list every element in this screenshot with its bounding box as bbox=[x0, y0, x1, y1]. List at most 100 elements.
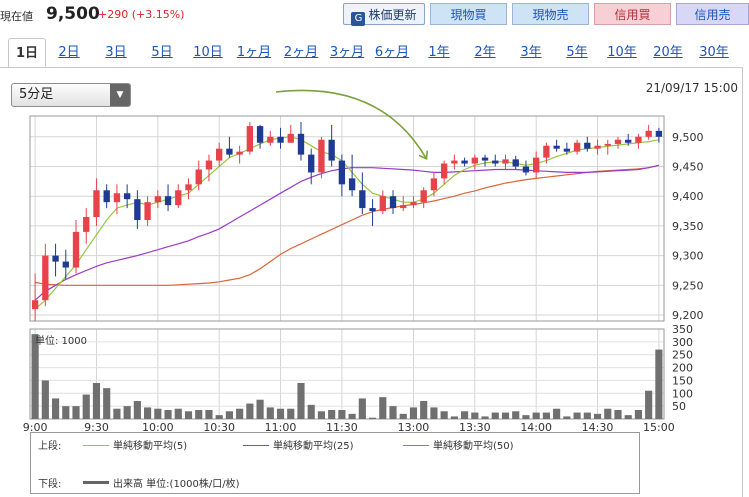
refresh-label: 株価更新 bbox=[368, 8, 417, 22]
margin-sell-button[interactable]: 信用売 bbox=[676, 3, 749, 25]
volume-bar bbox=[297, 383, 305, 419]
volume-bar bbox=[655, 349, 663, 419]
candle-body bbox=[123, 193, 131, 200]
candle-body bbox=[154, 196, 161, 203]
tab-30years[interactable]: 30年 bbox=[699, 45, 729, 60]
volume-bars bbox=[31, 334, 663, 419]
chart-panel bbox=[0, 67, 743, 497]
volume-bar bbox=[348, 413, 356, 419]
volume-bar bbox=[317, 411, 326, 419]
volume-bar bbox=[604, 408, 612, 419]
volume-bar bbox=[195, 410, 203, 419]
time-tick-label: 13:00 bbox=[398, 421, 430, 432]
candle-body bbox=[226, 148, 233, 155]
candle-body bbox=[471, 157, 478, 164]
volume-bar bbox=[624, 415, 632, 419]
time-tick-label: 10:00 bbox=[142, 421, 174, 432]
volume-bar bbox=[236, 408, 244, 419]
candle-body bbox=[604, 143, 611, 146]
candle-body bbox=[553, 145, 560, 149]
candle-body bbox=[655, 130, 663, 137]
refresh-price-button[interactable]: G 株価更新 bbox=[343, 3, 425, 26]
tab-10years[interactable]: 10年 bbox=[607, 45, 637, 60]
volume-bar bbox=[287, 408, 295, 419]
candle-body bbox=[614, 139, 622, 144]
candle-body bbox=[328, 139, 335, 161]
volume-bar bbox=[573, 412, 581, 419]
tab-1year[interactable]: 1年 bbox=[428, 45, 450, 60]
candle-body bbox=[62, 261, 69, 268]
volume-bar bbox=[256, 399, 264, 419]
candle-body bbox=[246, 126, 254, 152]
candle-body bbox=[297, 133, 305, 155]
legend-ma5-label: 単純移動平均(5) bbox=[113, 441, 188, 452]
tab-20years[interactable]: 20年 bbox=[653, 45, 683, 60]
candle-body bbox=[113, 193, 121, 203]
volume-bar bbox=[409, 407, 418, 419]
candle-body bbox=[451, 160, 458, 164]
candle-body bbox=[267, 136, 274, 143]
tab-1month[interactable]: 1ヶ月 bbox=[236, 45, 272, 60]
price-tick-label: 9,400 bbox=[672, 190, 704, 203]
volume-bar bbox=[593, 413, 602, 419]
candle-body bbox=[185, 184, 192, 191]
candle-body bbox=[31, 300, 39, 310]
current-price: 9,500 bbox=[46, 4, 100, 24]
volume-plot-frame bbox=[29, 328, 665, 420]
cash-sell-button[interactable]: 現物売 bbox=[512, 3, 589, 25]
volume-bar bbox=[184, 411, 193, 419]
candle-body bbox=[461, 160, 468, 164]
candle-body bbox=[563, 148, 571, 152]
quote-header: 現在値 9,500 +290 (+3.15%) G 株価更新 現物買 現物売 信用… bbox=[0, 0, 749, 30]
volume-bar bbox=[450, 416, 458, 419]
volume-tick-label: 300 bbox=[672, 336, 693, 349]
legend-ma25: 単純移動平均(25) bbox=[243, 437, 354, 452]
tab-3days[interactable]: 3日 bbox=[105, 45, 127, 60]
tab-2months[interactable]: 2ヶ月 bbox=[283, 45, 319, 60]
candle-body bbox=[144, 202, 151, 220]
cash-buy-button[interactable]: 現物買 bbox=[430, 3, 507, 25]
candle-body bbox=[256, 126, 264, 143]
legend-ma5: 単純移動平均(5) bbox=[83, 437, 187, 452]
candle-body bbox=[625, 139, 632, 143]
volume-bar bbox=[123, 406, 131, 419]
volume-bar bbox=[368, 417, 377, 419]
time-tick-label: 14:30 bbox=[582, 421, 614, 432]
candle-body bbox=[103, 190, 110, 203]
interval-select[interactable]: 5分足 ▼ bbox=[11, 83, 131, 107]
candle-body bbox=[205, 160, 213, 170]
legend-ma25-label: 単純移動平均(25) bbox=[273, 441, 354, 452]
tab-5days[interactable]: 5日 bbox=[151, 45, 173, 60]
candle-body bbox=[635, 136, 642, 143]
volume-bar bbox=[205, 410, 213, 419]
volume-bar bbox=[358, 398, 366, 419]
time-x-axis: 9:00 9:30 10:00 10:30 11:00 11:30 13:00 13:30 14… bbox=[23, 421, 675, 432]
candle-body bbox=[308, 154, 315, 173]
volume-bar bbox=[72, 406, 80, 419]
margin-buy-button[interactable]: 信用買 bbox=[594, 3, 671, 25]
chart-datetime: 21/09/17 15:00 bbox=[645, 81, 738, 95]
volume-bar bbox=[420, 401, 428, 419]
tab-3years[interactable]: 3年 bbox=[520, 45, 542, 60]
volume-bar bbox=[154, 408, 162, 419]
volume-bar bbox=[522, 415, 530, 419]
price-label: 現在値 bbox=[0, 10, 33, 23]
volume-unit-label: 単位: 1000 bbox=[35, 334, 87, 347]
tab-2days[interactable]: 2日 bbox=[58, 45, 80, 60]
tab-3months[interactable]: 3ヶ月 bbox=[329, 45, 365, 60]
candle-body bbox=[379, 196, 386, 212]
volume-bar bbox=[62, 406, 70, 419]
volume-bar bbox=[542, 412, 550, 419]
tab-10days[interactable]: 10日 bbox=[193, 45, 223, 60]
price-tick-label: 9,350 bbox=[672, 220, 704, 233]
volume-bar bbox=[215, 415, 223, 419]
time-tick-label: 9:00 bbox=[23, 421, 48, 432]
tab-2years[interactable]: 2年 bbox=[474, 45, 496, 60]
legend-ma50: 単純移動平均(50) bbox=[403, 437, 514, 452]
volume-bar bbox=[399, 413, 407, 419]
tab-6months[interactable]: 6ヶ月 bbox=[374, 45, 410, 60]
tab-1day[interactable]: 1日 bbox=[8, 38, 46, 68]
tab-5years[interactable]: 5年 bbox=[566, 45, 588, 60]
volume-bar bbox=[461, 411, 469, 419]
volume-bar bbox=[532, 412, 540, 419]
